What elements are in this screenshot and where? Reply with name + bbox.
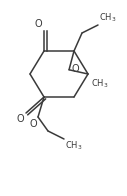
Text: O: O (34, 19, 42, 29)
Text: O: O (71, 64, 79, 74)
Text: O: O (16, 114, 24, 124)
Text: CH$_3$: CH$_3$ (65, 140, 83, 152)
Text: O: O (29, 119, 37, 129)
Text: CH$_3$: CH$_3$ (91, 77, 109, 90)
Text: CH$_3$: CH$_3$ (99, 12, 117, 24)
